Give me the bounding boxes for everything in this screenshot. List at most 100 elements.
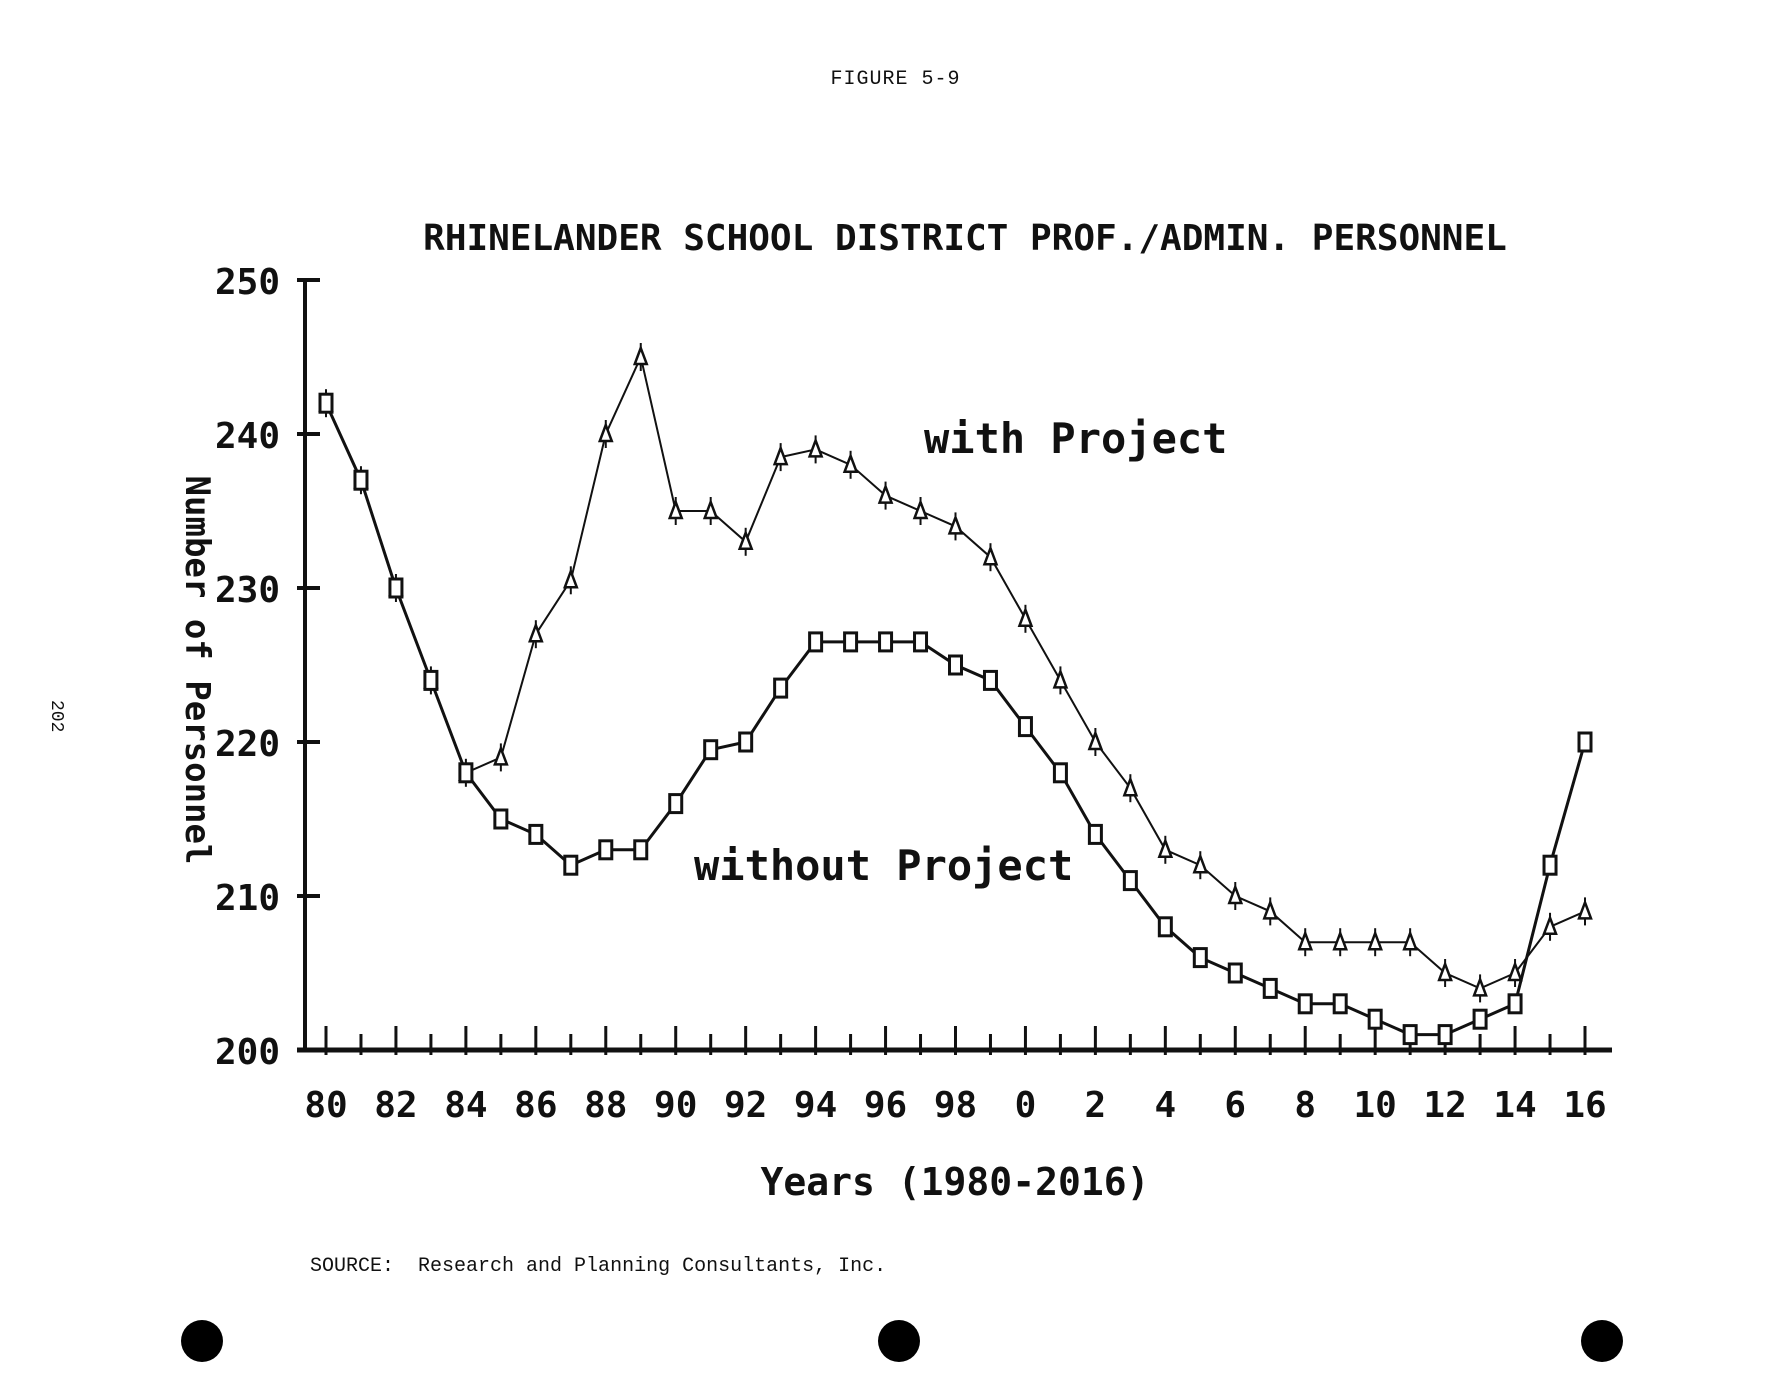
data-point-without-project [1297,993,1313,1015]
data-point-without-project [633,839,649,861]
data-point-with-project [807,436,824,458]
data-point-without-project [948,654,963,676]
source-note: SOURCE: Research and Planning Consultant… [310,1255,886,1278]
data-point-with-project [1297,929,1314,951]
x-tick-label: 10 [1353,1085,1396,1126]
x-tick-label: 16 [1563,1085,1606,1126]
x-tick-label: 80 [304,1085,347,1126]
x-tick-label: 84 [444,1085,487,1126]
x-tick-label: 90 [654,1085,697,1126]
data-point-without-project [1367,1008,1383,1030]
data-point-without-project [808,631,824,653]
data-point-without-project [528,823,544,845]
data-point-with-project [842,452,859,474]
data-point-without-project [1227,962,1243,984]
y-tick-label: 230 [215,570,280,611]
data-point-with-project [877,483,894,504]
data-point-without-project [668,793,684,815]
x-tick-label: 14 [1493,1085,1536,1126]
x-axis-label: Years (1980-2016) [761,1160,1150,1204]
x-tick-label: 88 [584,1085,627,1126]
data-point-with-project [1507,960,1523,982]
data-point-without-project [598,839,614,861]
data-point-with-project [912,498,929,520]
data-point-without-project [913,631,929,653]
chart-title: RHINELANDER SCHOOL DISTRICT PROF./ADMIN.… [423,218,1507,259]
line-chart: RHINELANDER SCHOOL DISTRICT PROF./ADMIN.… [177,218,1612,1204]
x-tick-label: 96 [864,1085,907,1126]
data-point-without-project [1017,716,1033,738]
punch-hole [1581,1320,1623,1362]
data-point-without-project [1507,993,1523,1015]
data-point-without-project [1192,947,1208,969]
series-line-without-project [324,402,1587,1037]
x-tick-label: 0 [1015,1085,1037,1126]
series-layer [318,343,1593,1046]
data-point-without-project [1332,993,1348,1015]
data-point-without-project [563,854,579,876]
data-point-without-project [1052,762,1068,784]
data-point-without-project [738,731,754,753]
y-axis-label: Number of Personnel [177,476,217,865]
y-tick-label: 250 [215,262,280,303]
x-tick-label: 2 [1085,1085,1107,1126]
data-point-with-project [1542,914,1558,936]
data-point-without-project [1157,916,1173,938]
data-point-without-project [773,677,789,699]
y-tick-label: 240 [215,416,280,457]
y-tick-label: 220 [215,724,280,765]
data-point-with-project [632,344,649,366]
data-point-with-project [982,544,999,566]
data-point-without-project [493,808,509,830]
data-point-with-project [1052,667,1069,689]
data-point-with-project [1122,775,1139,797]
data-point-with-project [597,421,614,443]
data-point-with-project [947,513,964,535]
data-point-with-project [772,444,789,466]
x-tick-label: 12 [1423,1085,1466,1126]
data-point-without-project [1402,1024,1418,1046]
x-tick-label: 6 [1224,1085,1246,1126]
punch-hole [878,1320,920,1362]
data-point-with-project [1402,929,1418,951]
data-point-with-project [1087,729,1104,751]
data-point-without-project [703,739,719,761]
data-point-without-project [1122,870,1138,892]
data-point-with-project [737,529,754,551]
x-tick-label: 4 [1154,1085,1176,1126]
data-point-with-project [1367,929,1383,951]
x-tick-label: 8 [1294,1085,1316,1126]
x-tick-label: 92 [724,1085,767,1126]
y-tick-label: 200 [215,1032,280,1073]
data-point-with-project [563,567,579,589]
data-point-with-project [1192,852,1209,874]
data-point-without-project [1087,823,1103,845]
data-point-without-project [1437,1024,1453,1046]
data-point-with-project [1437,960,1453,982]
data-point-without-project [1262,977,1278,999]
data-point-with-project [528,621,544,643]
data-point-with-project [1157,837,1174,859]
data-point-with-project [1472,975,1488,997]
data-point-without-project [1577,731,1593,753]
data-point-without-project [353,469,369,491]
data-point-without-project [1542,854,1558,876]
data-point-without-project [318,392,334,414]
data-point-without-project [388,577,404,599]
source-text: Research and Planning Consultants, Inc. [418,1255,887,1278]
data-point-without-project [1472,1008,1488,1030]
data-point-without-project [843,631,859,653]
data-point-with-project [667,498,684,520]
data-point-with-project [1262,898,1279,920]
punch-hole [181,1320,223,1362]
source-label: SOURCE: [310,1255,395,1278]
annotation-without-project: without Project [694,841,1073,890]
data-point-with-project [702,498,719,520]
data-point-with-project [1017,606,1034,628]
x-tick-label: 94 [794,1085,837,1126]
x-tick-label: 86 [514,1085,557,1126]
annotation-with-project: with Project [924,414,1227,463]
data-point-with-project [1332,929,1348,951]
y-tick-label: 210 [215,878,280,919]
